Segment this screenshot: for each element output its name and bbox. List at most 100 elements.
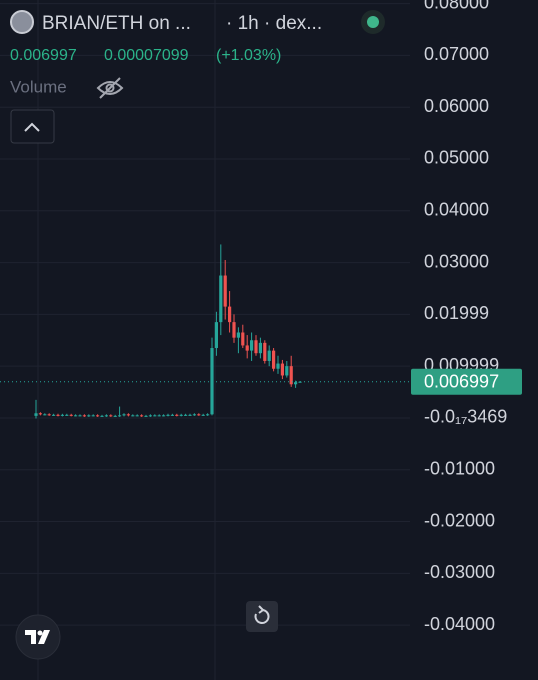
candle-body: [135, 415, 139, 417]
candle-body: [140, 415, 144, 417]
y-tick-label: 0.07000: [424, 44, 489, 64]
y-tick-label: 0.04000: [424, 200, 489, 220]
candle-body: [232, 322, 236, 338]
tradingview-logo[interactable]: [15, 614, 61, 660]
candle-body: [263, 342, 267, 361]
candle-body: [294, 382, 298, 385]
logo-circle: [15, 614, 61, 660]
candle-body: [280, 363, 284, 376]
last-price-label: 0.006997: [424, 371, 499, 391]
candle-body: [162, 415, 166, 417]
candle-body: [258, 342, 262, 354]
candle-body: [126, 414, 130, 416]
candle-body: [47, 414, 51, 416]
candle-body: [254, 340, 258, 354]
button-frame: [246, 601, 278, 632]
plot: [0, 244, 410, 419]
y-tick-label: 0.08000: [424, 0, 489, 12]
candle-body: [272, 350, 276, 369]
grid: [0, 0, 410, 680]
candle-body: [267, 350, 271, 361]
candle-body: [250, 340, 254, 351]
candle-body: [206, 414, 210, 416]
y-tick-label: -0.04000: [424, 614, 495, 634]
candle-body: [188, 414, 192, 416]
reset-icon: [254, 609, 270, 624]
y-tick-label: -0.03000: [424, 562, 495, 582]
logo-slash: [38, 630, 50, 644]
candle-body: [201, 414, 205, 416]
change-percent: (+1.03%): [216, 47, 281, 64]
candle-body: [223, 275, 227, 307]
y-tick-label: -0.02000: [424, 510, 495, 530]
candle-body: [131, 415, 135, 417]
candle-body: [100, 415, 104, 417]
candle-body: [289, 366, 293, 385]
candle-body: [144, 415, 148, 417]
candle-body: [43, 414, 47, 416]
y-tick-label: 0.06000: [424, 96, 489, 116]
candle-body: [69, 414, 73, 416]
candle-body: [236, 332, 240, 338]
symbol-title[interactable]: BRIAN/ETH on ...: [42, 13, 191, 34]
candle-body: [219, 275, 223, 323]
y-tick-label: 0.01999: [424, 303, 489, 323]
candle-body: [122, 414, 126, 416]
reset-arrow: [258, 605, 265, 614]
candle-body: [82, 415, 86, 417]
candle-body: [148, 415, 152, 417]
change: 0.00007099: [104, 47, 189, 64]
candle-body: [91, 415, 95, 417]
candle-body: [214, 322, 218, 349]
price: 0.006997: [10, 47, 77, 64]
token-avatar: [10, 10, 34, 34]
candle-body: [118, 415, 122, 417]
candle-body: [113, 415, 117, 417]
candle-body: [104, 415, 108, 417]
collapse-button[interactable]: [10, 109, 55, 144]
candle-body: [56, 414, 60, 416]
candle-body: [175, 414, 179, 416]
y-tick-label: -0.01000: [424, 458, 495, 478]
candle-body: [179, 414, 183, 416]
candle-body: [34, 413, 38, 416]
candle-body: [65, 414, 69, 416]
candle-body: [245, 345, 249, 351]
logo-mark: [25, 630, 36, 644]
candle-body: [184, 414, 188, 416]
eye-pupil: [105, 83, 115, 93]
candle-body: [52, 414, 56, 416]
hide-volume-button[interactable]: [96, 77, 124, 99]
button-frame: [10, 109, 55, 144]
candle-body: [166, 414, 170, 416]
candle-body: [241, 332, 245, 346]
y-tick-label: -0.0₁₇3469: [424, 407, 507, 427]
candle-body: [228, 306, 232, 323]
candle-body: [157, 415, 161, 417]
candle-body: [210, 348, 214, 415]
candle-body: [192, 414, 196, 416]
candle-body: [87, 415, 91, 417]
candle-body: [96, 415, 100, 417]
candle-body: [38, 413, 42, 415]
candle-body: [276, 363, 280, 369]
candle-body: [197, 414, 201, 416]
candle-body: [109, 415, 113, 417]
y-tick-label: 0.03000: [424, 251, 489, 271]
last-price-box: [411, 368, 522, 395]
chevron-up: [24, 122, 40, 132]
candle-body: [170, 414, 174, 416]
eye-strike: [99, 77, 121, 99]
candle-body: [153, 415, 157, 417]
candle-body: [285, 366, 289, 376]
logo-dot: [37, 630, 43, 636]
interval[interactable]: · 1h · dex...: [226, 13, 322, 34]
reset-button[interactable]: [246, 601, 278, 632]
status-dot: [367, 16, 379, 28]
volume-label: Volume: [10, 77, 67, 96]
header: BRIAN/ETH on ... · 1h · dex... 0.006997 …: [10, 10, 385, 144]
candle-body: [74, 415, 78, 417]
candle-body: [60, 414, 64, 416]
